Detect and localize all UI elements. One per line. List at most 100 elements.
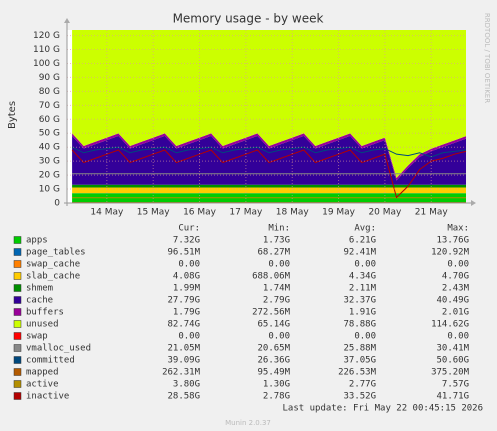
legend-swatch	[13, 308, 22, 316]
area-shmem	[72, 184, 466, 188]
y-tick-label: 60 G	[39, 115, 60, 125]
legend-stat: 1.30G	[263, 380, 290, 390]
legend-stat: 13.76G	[436, 236, 469, 246]
legend-swatch	[13, 236, 22, 244]
x-tick-label: 19 May	[322, 208, 356, 218]
legend-name: buffers	[26, 308, 64, 318]
footer: Munin 2.0.37	[225, 419, 271, 427]
legend-swatch	[13, 392, 22, 400]
legend-stat: 0.00	[447, 260, 469, 270]
area-buffers	[72, 133, 466, 181]
legend-header: Max:	[447, 224, 469, 234]
legend-swatch	[13, 248, 22, 256]
y-tick-label: 10 G	[39, 185, 60, 195]
legend-stat: 688.06M	[252, 272, 291, 282]
legend-stat: 37.05G	[343, 356, 376, 366]
y-tick-label: 30 G	[39, 157, 60, 167]
y-tick-label: 80 G	[39, 87, 60, 97]
area-unused	[72, 30, 466, 179]
legend-stat: 2.43M	[442, 284, 470, 294]
x-tick-label: 17 May	[229, 208, 263, 218]
y-tick-label: 70 G	[39, 101, 60, 111]
y-tick-label: 110 G	[33, 45, 60, 55]
side-text: RRDTOOL / TOBI OETIKER	[483, 13, 491, 103]
legend-stat: 262.31M	[162, 368, 201, 378]
area-slab-cache	[72, 187, 466, 194]
legend-stat: 7.32G	[173, 236, 200, 246]
x-axis-arrow	[471, 200, 476, 206]
legend-stat: 0.00	[178, 332, 200, 342]
legend-stat: 0.00	[447, 332, 469, 342]
legend-stat: 114.62G	[431, 320, 469, 330]
legend-swatch	[13, 260, 22, 268]
legend-swatch	[13, 284, 22, 292]
legend-stat: 96.51M	[167, 248, 200, 258]
legend-stat: 2.11M	[349, 284, 377, 294]
legend-name: cache	[26, 296, 53, 306]
legend-swatch	[13, 320, 22, 328]
legend-name: vmalloc_used	[26, 344, 91, 354]
legend-header: Cur:	[178, 224, 200, 234]
y-tick-label: 50 G	[39, 129, 60, 139]
legend-stat: 1.73G	[263, 236, 290, 246]
legend-stat: 25.88M	[343, 344, 376, 354]
legend-stat: 4.34G	[349, 272, 376, 282]
legend-stat: 0.00	[354, 260, 376, 270]
legend-stat: 65.14G	[257, 320, 290, 330]
legend-name: swap_cache	[26, 260, 80, 270]
legend-name: active	[26, 380, 59, 390]
legend-stat: 226.53M	[338, 368, 377, 378]
x-tick-label: 14 May	[90, 208, 124, 218]
y-tick-label: 90 G	[39, 73, 60, 83]
legend-stat: 50.60G	[436, 356, 469, 366]
x-tick-label: 21 May	[415, 208, 449, 218]
legend-swatch	[13, 380, 22, 388]
legend-stat: 82.74G	[167, 320, 200, 330]
y-tick-label: 40 G	[39, 143, 60, 153]
legend-stat: 95.49M	[257, 368, 290, 378]
legend-header: Avg:	[354, 224, 376, 234]
legend-stat: 32.37G	[343, 296, 376, 306]
legend-stat: 2.78G	[263, 392, 290, 402]
legend-stat: 30.41M	[436, 344, 469, 354]
legend-stat: 0.00	[178, 260, 200, 270]
legend-name: slab_cache	[26, 272, 80, 282]
legend-stat: 92.41M	[343, 248, 376, 258]
y-tick-label: 0	[54, 199, 60, 209]
legend-stat: 3.80G	[173, 380, 200, 390]
line-committed	[71, 146, 467, 158]
legend-stat: 28.58G	[167, 392, 200, 402]
legend-swatch	[13, 272, 22, 280]
last-update: Last update: Fri May 22 00:45:15 2026	[283, 404, 483, 414]
legend-stat: 1.74M	[263, 284, 291, 294]
legend-name: page_tables	[26, 248, 86, 258]
x-tick-label: 15 May	[137, 208, 171, 218]
legend-stat: 2.79G	[263, 296, 290, 306]
legend-swatch	[13, 296, 22, 304]
legend-stat: 4.70G	[442, 272, 469, 282]
legend-stat: 6.21G	[349, 236, 376, 246]
legend-stat: 40.49G	[436, 296, 469, 306]
legend-name: inactive	[26, 392, 69, 402]
legend-stat: 21.05M	[167, 344, 200, 354]
y-tick-label: 100 G	[33, 59, 60, 69]
x-tick-label: 20 May	[368, 208, 402, 218]
legend-stat: 1.79G	[173, 308, 200, 318]
legend-stat: 1.91G	[349, 308, 376, 318]
legend-name: unused	[26, 320, 59, 330]
legend-swatch	[13, 344, 22, 352]
legend-stat: 0.00	[268, 260, 290, 270]
legend-stat: 26.36G	[257, 356, 290, 366]
legend-stat: 4.08G	[173, 272, 200, 282]
legend-name: mapped	[26, 368, 59, 378]
legend-stat: 120.92M	[431, 248, 470, 258]
legend-name: swap	[26, 332, 48, 342]
y-tick-label: 20 G	[39, 171, 60, 181]
x-tick-label: 18 May	[276, 208, 310, 218]
legend-stat: 68.27M	[257, 248, 290, 258]
line-inactive	[71, 149, 467, 199]
plot-area	[71, 30, 467, 204]
legend-stat: 41.71G	[436, 392, 469, 402]
legend-name: committed	[26, 356, 75, 366]
x-tick-label: 16 May	[183, 208, 217, 218]
